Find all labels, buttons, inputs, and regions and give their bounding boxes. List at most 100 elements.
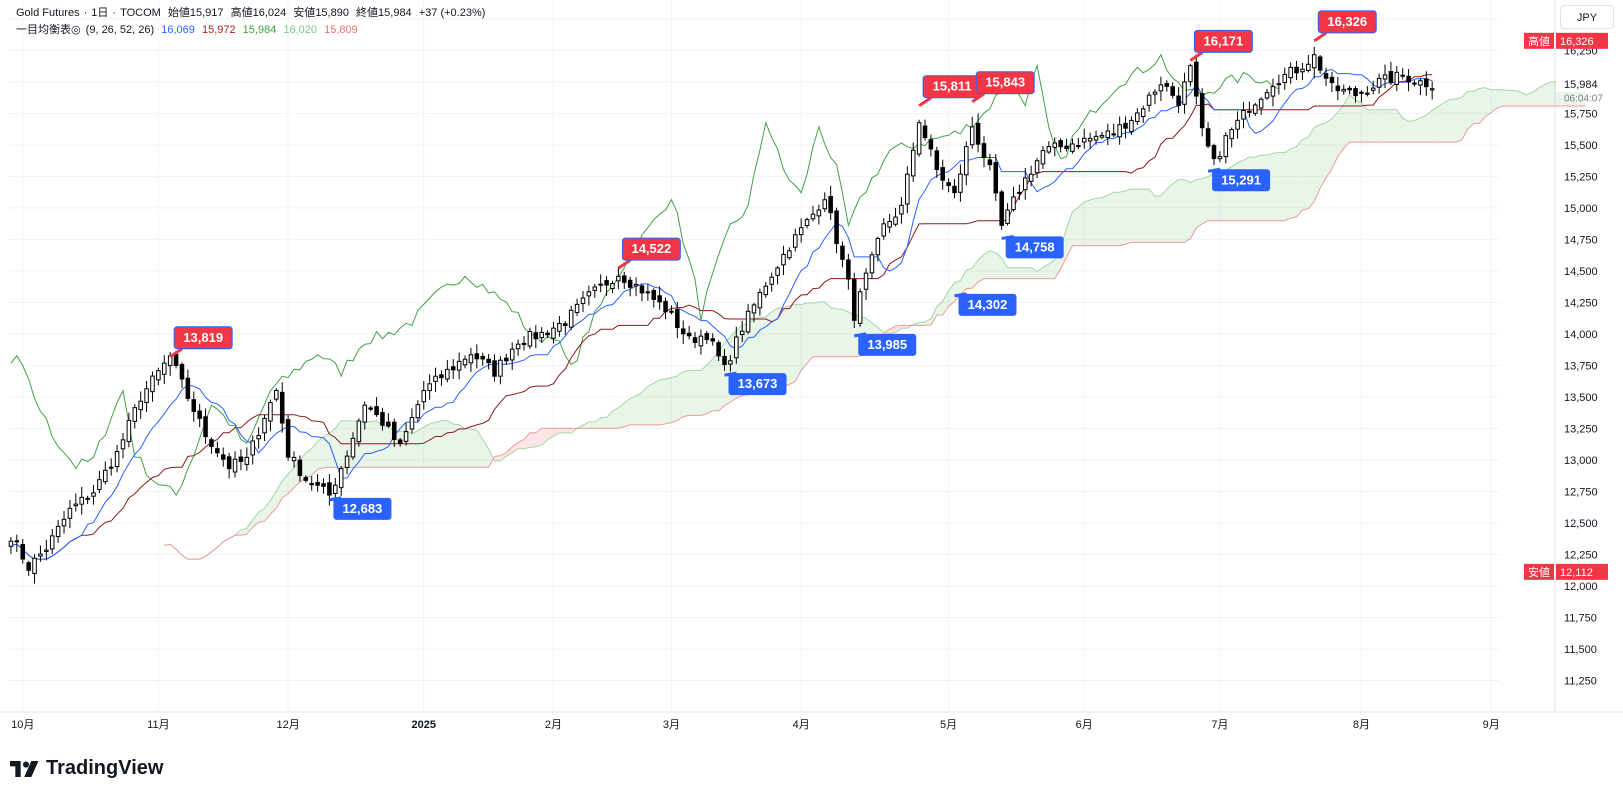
candle-up xyxy=(1152,91,1158,95)
cloud-segment xyxy=(506,446,513,457)
candle-down xyxy=(321,483,326,487)
cloud-segment xyxy=(942,290,949,316)
candle-up xyxy=(1412,82,1417,85)
cloud-segment xyxy=(683,370,690,417)
candle-down xyxy=(663,300,668,313)
candle-up xyxy=(97,479,102,490)
cloud-segment xyxy=(801,302,808,371)
low-annotation-label: 12,683 xyxy=(343,501,383,516)
candle-up xyxy=(1093,135,1099,141)
cloud-segment xyxy=(1131,189,1138,243)
x-tick-label: 4月 xyxy=(793,719,810,731)
candle-up xyxy=(1099,134,1105,138)
cloud-segment xyxy=(1514,90,1521,106)
cloud-segment xyxy=(1048,259,1055,279)
cloud-segment xyxy=(606,410,613,429)
candle-up xyxy=(262,417,267,434)
cloud-segment xyxy=(535,428,542,447)
candle-down xyxy=(1176,95,1181,107)
cloud-segment xyxy=(995,252,1002,279)
cloud-segment xyxy=(641,386,648,425)
cloud-segment xyxy=(895,325,902,333)
candle-down xyxy=(722,355,727,365)
candle-up xyxy=(1158,84,1164,92)
candle-down xyxy=(1064,145,1069,149)
annotation-pointer xyxy=(1189,51,1204,62)
cloud-segment xyxy=(936,301,943,316)
kijun-value: 15,972 xyxy=(201,24,236,36)
candle-up xyxy=(350,437,356,458)
cloud-segment xyxy=(476,430,483,468)
cloud-segment xyxy=(1290,146,1297,219)
cloud-segment xyxy=(889,326,896,334)
cloud-segment xyxy=(364,421,371,468)
cloud-segment xyxy=(1432,106,1439,143)
tradingview-logo[interactable]: TradingView xyxy=(10,757,163,780)
currency-button[interactable]: JPY xyxy=(1560,5,1614,29)
candle-down xyxy=(397,439,403,444)
cloud-segment xyxy=(783,305,790,386)
candle-up xyxy=(616,275,621,282)
low-annotation-box xyxy=(958,293,1017,316)
symbol-name: Gold Futures xyxy=(16,7,80,19)
candle-up xyxy=(798,227,804,236)
candle-up xyxy=(1105,130,1111,139)
cloud-segment xyxy=(1438,102,1444,143)
cloud-segment xyxy=(771,308,778,386)
annotation-pointer xyxy=(1313,31,1328,43)
candle-down xyxy=(486,358,491,364)
candle-down xyxy=(1123,122,1128,129)
candle-up xyxy=(1087,137,1093,142)
x-tick-label: 7月 xyxy=(1211,719,1228,731)
low-value: 15,890 xyxy=(315,7,349,19)
cloud-segment xyxy=(960,270,967,295)
candle-down xyxy=(327,482,332,496)
y-tick-label: 11,250 xyxy=(1564,675,1597,687)
cloud-segment xyxy=(594,417,601,429)
candle-up xyxy=(568,309,574,328)
candle-up xyxy=(804,219,810,227)
candle-up xyxy=(910,149,916,177)
candle-up xyxy=(1081,137,1087,143)
high-annotation-label: 15,811 xyxy=(933,79,972,94)
cloud-segment xyxy=(706,358,713,414)
candle-up xyxy=(645,291,651,294)
cloud-segment xyxy=(966,268,973,289)
cloud-segment xyxy=(465,428,471,468)
candle-down xyxy=(279,391,285,424)
candle-down xyxy=(704,333,710,341)
cloud-segment xyxy=(1066,211,1073,257)
candle-down xyxy=(651,289,657,300)
candle-up xyxy=(964,146,969,176)
cloud-segment xyxy=(1367,109,1374,143)
cloud-segment xyxy=(1402,118,1409,143)
cloud-segment xyxy=(1101,195,1108,246)
cloud-segment xyxy=(1166,183,1173,243)
cloud-segment xyxy=(1532,88,1539,106)
x-tick-label: 5月 xyxy=(940,719,957,731)
candle-down xyxy=(374,406,379,416)
candle-up xyxy=(1223,135,1229,158)
cloud-segment xyxy=(1550,81,1557,106)
cloud-segment xyxy=(453,424,460,468)
cloud-segment xyxy=(1125,189,1132,245)
candle-down xyxy=(173,353,179,366)
y-tick-label: 12,500 xyxy=(1564,518,1598,530)
low-annotation-label: 13,673 xyxy=(738,376,778,391)
cloud-segment xyxy=(1314,124,1321,202)
candle-down xyxy=(621,275,627,283)
annotation-pointer xyxy=(918,96,932,107)
tradingview-logo-icon xyxy=(10,760,39,777)
candle-down xyxy=(226,456,232,470)
y-tick-label: 11,500 xyxy=(1564,644,1597,656)
candle-up xyxy=(1365,92,1370,95)
cloud-segment xyxy=(1013,267,1020,279)
candle-up xyxy=(268,402,273,422)
low-label: 安値 xyxy=(293,7,316,19)
candle-down xyxy=(191,399,197,412)
cloud-segment xyxy=(600,417,607,429)
indicator-legend[interactable]: 一目均衡表◎ (9, 26, 52, 26) 16,069 15,972 15,… xyxy=(16,23,362,37)
cloud-segment xyxy=(1467,91,1474,130)
candle-down xyxy=(238,456,244,462)
